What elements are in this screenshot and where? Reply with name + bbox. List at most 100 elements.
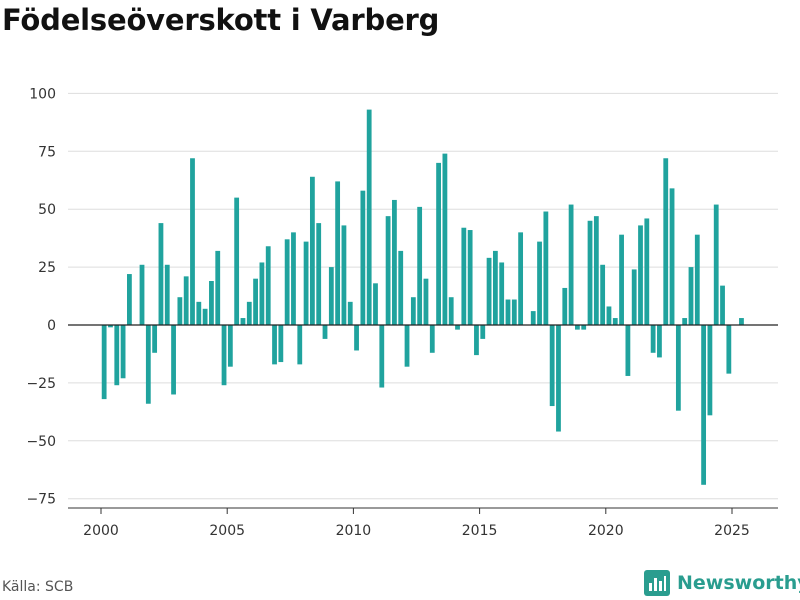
y-axis-labels: 100 75 50 25 0 −25 −50 −75 — [26, 86, 56, 507]
bar — [309, 176, 315, 325]
bar — [379, 325, 385, 388]
bar — [739, 318, 744, 325]
bar — [240, 318, 246, 325]
y-tick-label: 25 — [38, 260, 56, 276]
bar — [101, 325, 107, 400]
bar — [562, 287, 568, 325]
bar — [259, 262, 265, 325]
bar — [297, 325, 303, 365]
bar — [335, 181, 341, 325]
bar — [726, 325, 732, 374]
bar — [511, 299, 517, 325]
bar — [650, 325, 656, 353]
bar — [530, 311, 536, 325]
bar — [720, 285, 725, 325]
bar — [461, 227, 467, 325]
bar — [701, 325, 707, 485]
bar — [190, 158, 195, 325]
bar — [549, 325, 555, 407]
bar — [328, 267, 334, 325]
bar — [234, 197, 240, 325]
bar — [215, 250, 221, 325]
bar — [638, 225, 643, 325]
bar — [467, 230, 473, 325]
bars — [101, 109, 744, 485]
bar — [392, 199, 397, 325]
bar-chart-logo-icon — [644, 570, 670, 596]
bar — [688, 267, 694, 325]
y-tick-label: 100 — [29, 86, 56, 102]
bar — [543, 211, 549, 325]
bar — [442, 153, 448, 325]
bar — [177, 297, 183, 325]
bar — [600, 264, 606, 325]
bar — [657, 325, 662, 358]
bar — [505, 299, 511, 325]
bar — [429, 325, 435, 353]
bar — [593, 216, 599, 325]
x-tick-label: 2005 — [209, 523, 245, 539]
bar — [568, 204, 574, 325]
bar — [575, 325, 580, 330]
x-axis: 2000 2005 2010 2015 2020 2025 — [68, 507, 778, 539]
bar — [436, 162, 441, 325]
bar — [492, 250, 498, 325]
bar — [291, 232, 296, 325]
bar — [284, 239, 290, 325]
bar — [127, 274, 132, 325]
x-tick-label: 2015 — [462, 523, 498, 539]
brand-name: Newsworthy — [677, 572, 800, 594]
bar — [209, 281, 214, 325]
y-tick-label: −50 — [26, 434, 56, 450]
bar — [404, 325, 410, 367]
bar — [518, 232, 524, 325]
bar — [272, 325, 277, 365]
bar — [669, 188, 675, 325]
bar — [455, 325, 460, 330]
bar — [423, 278, 429, 325]
bar — [354, 325, 359, 351]
x-tick-label: 2000 — [83, 523, 119, 539]
bar — [164, 264, 170, 325]
bar — [682, 318, 688, 325]
x-tick-label: 2025 — [714, 523, 750, 539]
bar — [619, 234, 624, 325]
bar — [171, 325, 176, 395]
bar — [221, 325, 227, 386]
bar — [322, 325, 328, 339]
bar — [537, 241, 542, 325]
bar — [499, 262, 505, 325]
grid-lines — [68, 92, 778, 500]
bar — [448, 297, 454, 325]
bar — [139, 264, 145, 325]
bar — [480, 325, 486, 339]
brand-logo: Newsworthy — [644, 570, 800, 596]
bar — [581, 325, 587, 330]
bar — [316, 223, 322, 325]
bar — [417, 206, 423, 325]
bar — [278, 325, 284, 363]
bar — [663, 158, 669, 325]
bar — [347, 301, 353, 325]
bar — [486, 257, 492, 325]
y-tick-label: 50 — [38, 202, 56, 218]
bar — [227, 325, 233, 367]
bar — [707, 325, 713, 416]
bar — [675, 325, 681, 411]
y-tick-label: 0 — [47, 318, 56, 334]
y-tick-label: 75 — [38, 144, 56, 160]
bar — [120, 325, 126, 379]
bar — [152, 325, 158, 353]
bar — [360, 190, 366, 325]
x-tick-label: 2020 — [588, 523, 624, 539]
chart-title: Födelseöverskott i Varberg — [2, 3, 440, 37]
y-tick-label: −25 — [26, 376, 56, 392]
source-note: Källa: SCB — [2, 579, 74, 595]
bar — [694, 234, 700, 325]
bar — [108, 325, 113, 328]
bar — [158, 223, 164, 325]
bar — [114, 325, 120, 386]
bar — [398, 250, 404, 325]
x-tick-label: 2010 — [336, 523, 372, 539]
bar — [385, 216, 391, 325]
